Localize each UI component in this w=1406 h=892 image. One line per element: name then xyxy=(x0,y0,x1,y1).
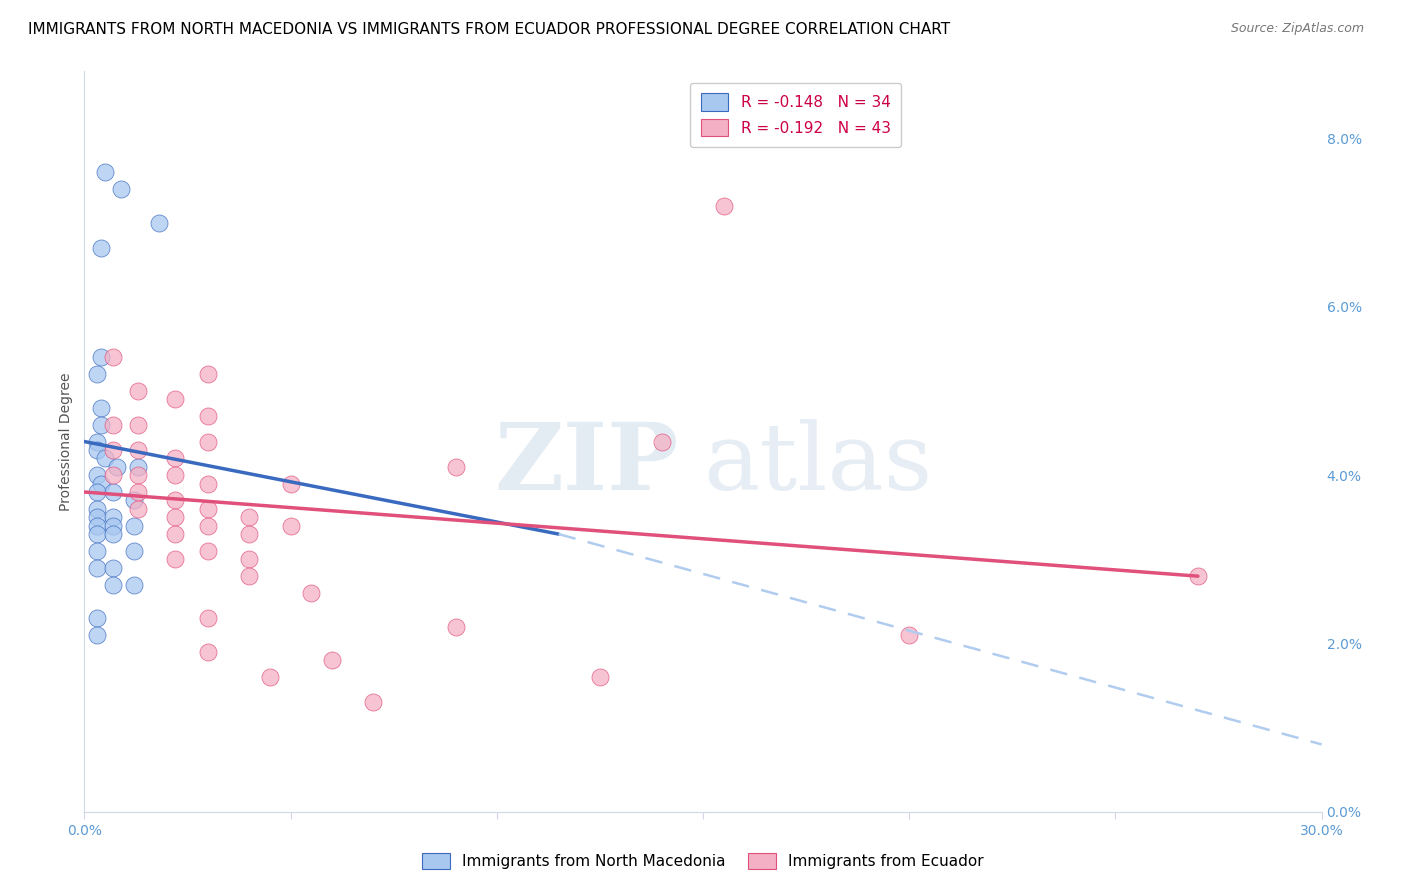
Point xyxy=(86,544,108,558)
Point xyxy=(127,459,149,474)
Point xyxy=(94,165,117,179)
Point xyxy=(299,586,322,600)
Point xyxy=(86,485,108,500)
Point xyxy=(86,611,108,625)
Point xyxy=(197,544,219,558)
Point xyxy=(86,560,108,574)
Point xyxy=(90,401,112,415)
Point xyxy=(86,434,108,449)
Y-axis label: Professional Degree: Professional Degree xyxy=(59,372,73,511)
Point xyxy=(444,619,467,633)
Point xyxy=(165,468,187,483)
Text: atlas: atlas xyxy=(703,418,932,508)
Point xyxy=(103,417,125,432)
Point xyxy=(238,552,260,566)
Point xyxy=(321,653,343,667)
Point xyxy=(238,510,260,524)
Text: IMMIGRANTS FROM NORTH MACEDONIA VS IMMIGRANTS FROM ECUADOR PROFESSIONAL DEGREE C: IMMIGRANTS FROM NORTH MACEDONIA VS IMMIG… xyxy=(28,22,950,37)
Point xyxy=(197,409,219,424)
Point xyxy=(197,476,219,491)
Point xyxy=(280,476,302,491)
Point xyxy=(86,501,108,516)
Legend: R = -0.148   N = 34, R = -0.192   N = 43: R = -0.148 N = 34, R = -0.192 N = 43 xyxy=(690,83,901,147)
Point xyxy=(127,417,149,432)
Point xyxy=(122,518,145,533)
Text: ZIP: ZIP xyxy=(494,418,678,508)
Point xyxy=(103,468,125,483)
Point xyxy=(103,527,125,541)
Point xyxy=(122,493,145,508)
Point xyxy=(197,501,219,516)
Point xyxy=(165,392,187,407)
Point xyxy=(197,645,219,659)
Point xyxy=(1187,569,1209,583)
Point xyxy=(165,527,187,541)
Point xyxy=(103,518,125,533)
Point xyxy=(127,384,149,398)
Point xyxy=(280,518,302,533)
Point xyxy=(165,552,187,566)
Point xyxy=(103,577,125,591)
Point xyxy=(238,569,260,583)
Point xyxy=(197,518,219,533)
Point xyxy=(86,368,108,382)
Point xyxy=(103,510,125,524)
Point xyxy=(127,442,149,457)
Point xyxy=(165,510,187,524)
Point xyxy=(444,459,467,474)
Point xyxy=(90,351,112,365)
Point xyxy=(361,695,384,709)
Point xyxy=(122,544,145,558)
Point xyxy=(86,510,108,524)
Point xyxy=(589,670,612,684)
Point xyxy=(86,628,108,642)
Point xyxy=(259,670,281,684)
Legend: Immigrants from North Macedonia, Immigrants from Ecuador: Immigrants from North Macedonia, Immigra… xyxy=(416,847,990,875)
Point xyxy=(103,560,125,574)
Point xyxy=(713,199,735,213)
Point xyxy=(94,451,117,466)
Point xyxy=(197,611,219,625)
Point xyxy=(898,628,921,642)
Point xyxy=(90,476,112,491)
Point xyxy=(90,417,112,432)
Point xyxy=(148,216,170,230)
Point xyxy=(103,485,125,500)
Point xyxy=(86,518,108,533)
Point xyxy=(165,493,187,508)
Point xyxy=(127,485,149,500)
Point xyxy=(110,182,132,196)
Point xyxy=(127,501,149,516)
Point xyxy=(197,368,219,382)
Point xyxy=(165,451,187,466)
Point xyxy=(105,459,128,474)
Point xyxy=(86,527,108,541)
Point xyxy=(127,468,149,483)
Point xyxy=(90,241,112,255)
Point xyxy=(651,434,673,449)
Point xyxy=(86,442,108,457)
Point xyxy=(103,442,125,457)
Point xyxy=(238,527,260,541)
Point xyxy=(103,351,125,365)
Point xyxy=(86,468,108,483)
Point xyxy=(197,434,219,449)
Point xyxy=(122,577,145,591)
Text: Source: ZipAtlas.com: Source: ZipAtlas.com xyxy=(1230,22,1364,36)
